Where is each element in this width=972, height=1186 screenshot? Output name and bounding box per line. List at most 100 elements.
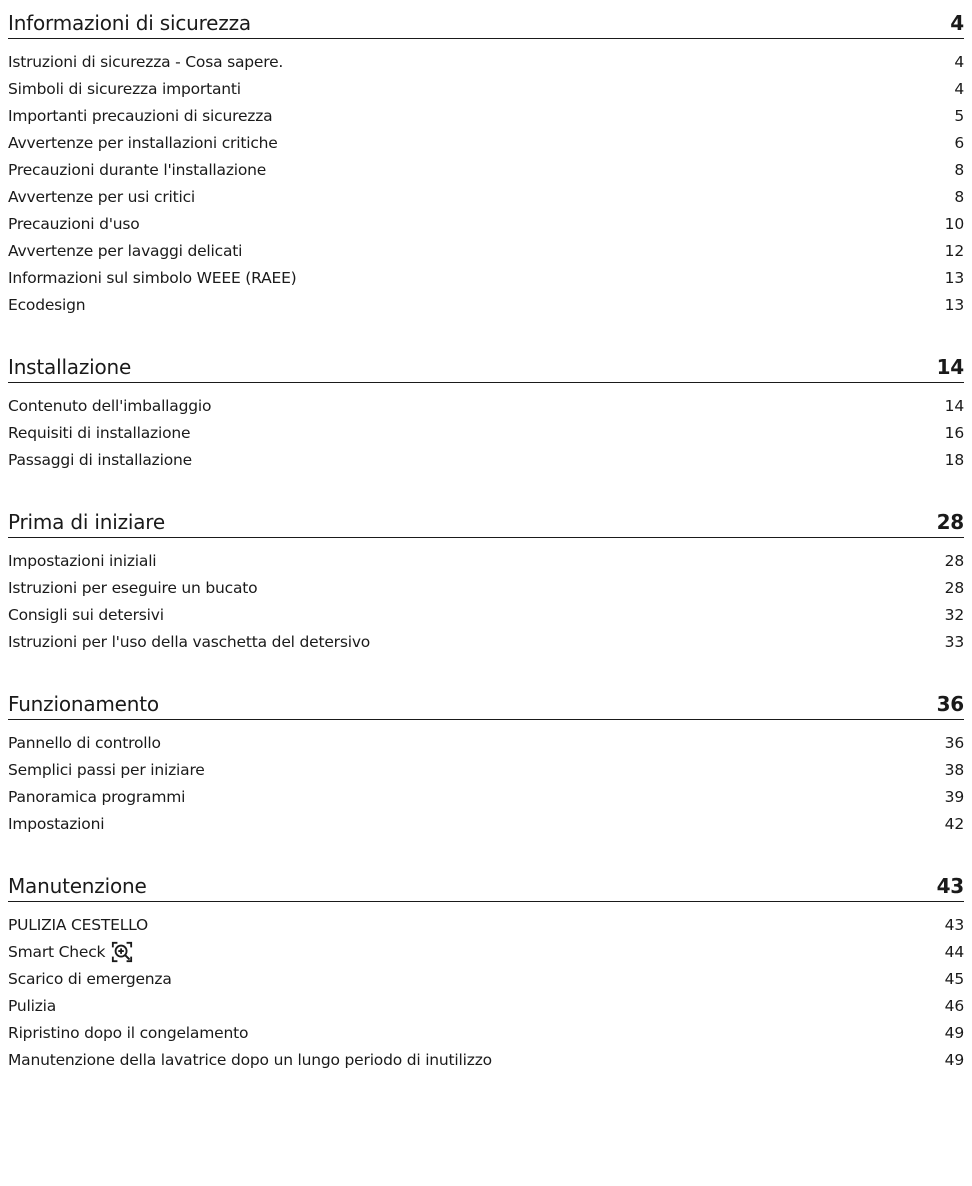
toc-entry-page-number: 13 [944, 295, 965, 314]
toc-entry-title-wrap: Impostazioni iniziali [8, 551, 157, 570]
section-page-number: 43 [936, 874, 965, 898]
section-title: Manutenzione [8, 874, 147, 898]
toc-entry[interactable]: Impostazioni iniziali 28 [8, 547, 964, 574]
toc-entry-title: PULIZIA CESTELLO [8, 915, 149, 934]
table-of-contents: Informazioni di sicurezza 4 Istruzioni di … [8, 8, 964, 1073]
smart-check-icon [112, 941, 133, 962]
section-heading[interactable]: Prima di iniziare 28 [8, 507, 964, 538]
toc-entry-page-number: 32 [944, 605, 965, 624]
toc-entry-title-wrap: Contenuto dell'imballaggio [8, 397, 211, 415]
section-title: Installazione [8, 355, 132, 379]
toc-entry-title-wrap: Informazioni sul simbolo WEEE (RAEE) [8, 269, 297, 287]
toc-entry[interactable]: Impostazioni 42 [8, 810, 964, 837]
section-title: Informazioni di sicurezza [8, 11, 251, 35]
toc-entry-page-number: 4 [954, 79, 964, 98]
toc-entry-title-wrap: Pannello di controllo [8, 734, 161, 752]
toc-entry-page-number: 8 [954, 187, 964, 206]
toc-entry[interactable]: Importanti precauzioni di sicurezza 5 [8, 102, 964, 129]
toc-entry-title-wrap: Pulizia [8, 997, 56, 1015]
toc-entry-page-number: 43 [944, 915, 965, 934]
toc-entry[interactable]: Pulizia 46 [8, 992, 964, 1019]
toc-entry-title-wrap: Manutenzione della lavatrice dopo un lun… [8, 1051, 492, 1069]
section-heading[interactable]: Funzionamento 36 [8, 689, 964, 720]
toc-entry[interactable]: Precauzioni d'uso 10 [8, 210, 964, 237]
toc-entry-title: Panoramica programmi [8, 787, 186, 806]
toc-entry-page-number: 18 [944, 450, 965, 469]
toc-entry-title: Istruzioni per eseguire un bucato [8, 578, 258, 597]
toc-entry[interactable]: Simboli di sicurezza importanti 4 [8, 75, 964, 102]
toc-entry-title-wrap: Precauzioni durante l'installazione [8, 161, 266, 179]
toc-entry-title: Pannello di controllo [8, 733, 161, 752]
toc-entry-title: Ripristino dopo il congelamento [8, 1023, 249, 1042]
toc-entry-page-number: 4 [954, 52, 964, 71]
toc-entry-title: Consigli sui detersivi [8, 605, 164, 624]
toc-entry[interactable]: Informazioni sul simbolo WEEE (RAEE) 13 [8, 264, 964, 291]
toc-entry[interactable]: Ripristino dopo il congelamento 49 [8, 1019, 964, 1046]
toc-entry-title-wrap: Importanti precauzioni di sicurezza [8, 107, 273, 125]
toc-entry-title: Impostazioni [8, 814, 105, 833]
toc-entry[interactable]: Scarico di emergenza 45 [8, 965, 964, 992]
toc-entry-page-number: 46 [944, 996, 965, 1015]
toc-entry[interactable]: Requisiti di installazione 16 [8, 419, 964, 446]
toc-entry[interactable]: PULIZIA CESTELLO 43 [8, 911, 964, 938]
toc-entry[interactable]: Contenuto dell'imballaggio 14 [8, 392, 964, 419]
section-entries: Impostazioni iniziali 28 Istruzioni per es… [8, 547, 964, 655]
toc-entry-title-wrap: Istruzioni per eseguire un bucato [8, 578, 258, 597]
toc-entry[interactable]: Manutenzione della lavatrice dopo un lun… [8, 1046, 964, 1073]
section-title: Funzionamento [8, 692, 159, 716]
toc-entry-page-number: 36 [944, 733, 965, 752]
toc-entry[interactable]: Precauzioni durante l'installazione 8 [8, 156, 964, 183]
toc-entry[interactable]: Semplici passi per iniziare 38 [8, 756, 964, 783]
toc-entry-page-number: 8 [954, 160, 964, 179]
toc-entry-title-wrap: Simboli di sicurezza importanti [8, 80, 241, 98]
toc-entry[interactable]: Istruzioni per eseguire un bucato 28 [8, 574, 964, 601]
toc-entry-title-wrap: Ripristino dopo il congelamento [8, 1024, 248, 1042]
toc-entry-title-wrap: Consigli sui detersivi [8, 606, 164, 624]
toc-entry-title: Avvertenze per usi critici [8, 187, 196, 206]
toc-entry[interactable]: Panoramica programmi 39 [8, 783, 964, 810]
toc-entry[interactable]: Avvertenze per lavaggi delicati 12 [8, 237, 964, 264]
section-heading[interactable]: Installazione 14 [8, 352, 964, 383]
section-heading[interactable]: Informazioni di sicurezza 4 [8, 8, 964, 39]
toc-section: Informazioni di sicurezza 4 Istruzioni di … [8, 8, 964, 318]
toc-section: Prima di iniziare 28 Impostazioni iniziali… [8, 507, 964, 655]
toc-entry-title: Istruzioni di sicurezza - Cosa sapere. [8, 52, 284, 71]
toc-entry-title: Avvertenze per installazioni critiche [8, 133, 278, 152]
section-heading[interactable]: Manutenzione 43 [8, 871, 964, 902]
toc-entry[interactable]: Avvertenze per usi critici 8 [8, 183, 964, 210]
toc-entry-page-number: 28 [944, 578, 965, 597]
section-title: Prima di iniziare [8, 510, 165, 534]
toc-entry[interactable]: Avvertenze per installazioni critiche 6 [8, 129, 964, 156]
toc-entry-page-number: 49 [944, 1050, 965, 1069]
section-page-number: 36 [936, 692, 965, 716]
toc-entry-title: Smart Check [8, 942, 106, 961]
section-entries: Contenuto dell'imballaggio 14 Requisiti di… [8, 392, 964, 473]
toc-entry-title-wrap: Ecodesign [8, 295, 86, 314]
toc-entry-page-number: 28 [944, 551, 965, 570]
toc-entry-page-number: 13 [944, 268, 965, 287]
toc-entry-title: Impostazioni iniziali [8, 551, 157, 570]
toc-section: Manutenzione 43 PULIZIA CESTELLO 43 Smart Ch… [8, 871, 964, 1073]
toc-entry[interactable]: Passaggi di installazione 18 [8, 446, 964, 473]
section-page-number: 14 [936, 355, 965, 379]
toc-entry-title-wrap: Avvertenze per usi critici [8, 188, 195, 206]
toc-entry-title: Avvertenze per lavaggi delicati [8, 241, 243, 260]
toc-entry[interactable]: Istruzioni di sicurezza - Cosa sapere. 4 [8, 48, 964, 75]
toc-entry-page-number: 42 [944, 814, 965, 833]
toc-entry-page-number: 44 [944, 942, 965, 961]
toc-entry-title: Ecodesign [8, 295, 86, 314]
toc-entry[interactable]: Consigli sui detersivi 32 [8, 601, 964, 628]
toc-entry-title-wrap: Requisiti di installazione [8, 424, 191, 442]
toc-entry-title: Simboli di sicurezza importanti [8, 79, 241, 98]
toc-entry[interactable]: Ecodesign 13 [8, 291, 964, 318]
toc-entry[interactable]: Istruzioni per l'uso della vaschetta del… [8, 628, 964, 655]
toc-entry[interactable]: Smart Check 44 [8, 938, 964, 965]
toc-entry-title: Precauzioni d'uso [8, 214, 140, 233]
toc-section: Installazione 14 Contenuto dell'imballaggi… [8, 352, 964, 473]
toc-entry[interactable]: Pannello di controllo 36 [8, 729, 964, 756]
toc-entry-title: Manutenzione della lavatrice dopo un lun… [8, 1050, 492, 1069]
toc-entry-page-number: 10 [944, 214, 965, 233]
toc-entry-page-number: 5 [954, 106, 964, 125]
toc-entry-title-wrap: Scarico di emergenza [8, 970, 172, 988]
section-entries: Istruzioni di sicurezza - Cosa sapere. 4 S… [8, 48, 964, 318]
